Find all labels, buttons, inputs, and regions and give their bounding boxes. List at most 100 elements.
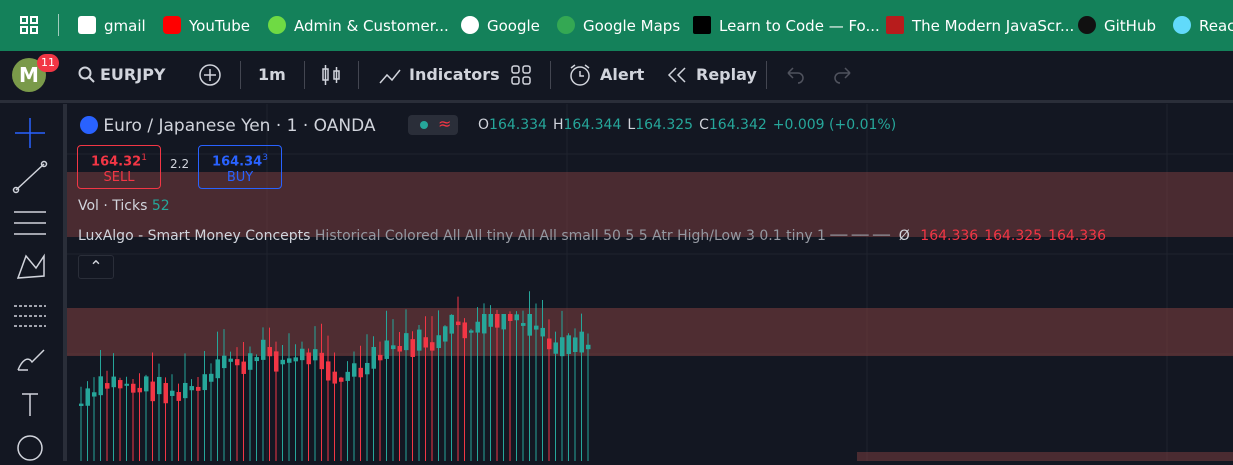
volume-label: Vol · Ticks <box>78 198 148 214</box>
bookmark[interactable]: Google <box>461 16 540 35</box>
layouts-icon[interactable] <box>510 64 532 86</box>
candle-body <box>183 382 188 399</box>
undo-redo[interactable] <box>784 65 854 85</box>
bookmark-label: Google <box>487 17 540 35</box>
bookmark-label: GitHub <box>1104 17 1156 35</box>
candle-body <box>196 386 201 391</box>
collapse-button[interactable]: ⌃ <box>78 255 114 279</box>
ohlc-label: C <box>699 117 709 133</box>
chart-canvas <box>67 104 1233 461</box>
candle-body <box>98 376 103 396</box>
candle-body <box>280 359 285 365</box>
candle-body <box>371 346 376 369</box>
candle-body <box>157 376 162 395</box>
candle-body <box>118 380 123 389</box>
bookmark[interactable]: React <box>1173 16 1233 35</box>
alert-icon <box>570 64 590 86</box>
market-status: ≈ <box>408 114 458 135</box>
candle-body <box>430 342 435 351</box>
alert-button[interactable]: Alert <box>600 65 645 84</box>
volume-legend: Vol · Ticks 52 <box>78 198 170 214</box>
buy-button[interactable]: 164.343 BUY <box>198 145 282 189</box>
candle-body <box>365 362 370 375</box>
bookmark[interactable]: Learn to Code — Fo... <box>693 16 880 35</box>
candle-body <box>241 361 246 374</box>
candle-body <box>222 355 227 369</box>
bookmarks-bar: gmail YouTube Admin & Customer... Google… <box>0 0 1233 51</box>
bookmark-label: YouTube <box>189 17 250 35</box>
symbol[interactable]: EURJPY <box>100 65 166 84</box>
bookmark[interactable]: The Modern JavaScr... <box>886 16 1074 35</box>
bookmark[interactable]: gmail <box>78 16 146 35</box>
candle-body <box>287 358 292 363</box>
candle-body <box>79 403 84 406</box>
bookmark[interactable]: Admin & Customer... <box>268 16 449 35</box>
ohlc-value: 164.342 <box>708 117 767 133</box>
candle-body <box>378 354 383 361</box>
ohlc-label: L <box>627 117 636 133</box>
ohlc-label: O <box>478 117 490 133</box>
candle-body <box>436 335 441 349</box>
sell-label: SELL <box>103 170 135 186</box>
candle-body <box>105 383 110 389</box>
bookmark[interactable]: Google Maps <box>557 16 680 35</box>
replay-button[interactable]: Replay <box>696 65 757 84</box>
candle-body <box>475 321 480 333</box>
candle-body <box>170 390 175 396</box>
toolbar: M 11 EURJPY 1m Indicators Alert Replay <box>0 51 1233 103</box>
candle-body <box>566 335 571 355</box>
candle-body <box>339 377 344 382</box>
candle-body <box>85 388 90 406</box>
candle-body <box>560 337 565 357</box>
candle-body <box>521 323 526 326</box>
buy-price-sup: 3 <box>262 153 268 163</box>
bookmark[interactable]: GitHub <box>1078 16 1156 35</box>
candle-body <box>306 352 311 365</box>
indicators-icon <box>379 69 401 84</box>
candle-body <box>176 392 181 401</box>
interval[interactable]: 1m <box>258 65 286 84</box>
candle-body <box>189 386 194 391</box>
sell-price: 164.32 <box>91 154 142 170</box>
candle-body <box>352 363 357 377</box>
add-symbol[interactable] <box>198 63 222 87</box>
candle-body <box>267 347 272 357</box>
chart-type-icon[interactable] <box>320 63 342 87</box>
candle-body <box>527 314 532 336</box>
bookmark-label: Admin & Customer... <box>294 17 449 35</box>
candle-body <box>332 371 337 384</box>
candle-body <box>547 338 552 350</box>
candle-body <box>261 339 266 360</box>
candle-body <box>235 359 240 366</box>
candle-body <box>131 383 136 393</box>
candle-body <box>111 376 116 388</box>
candle-body <box>248 353 253 370</box>
sell-button[interactable]: 164.321 SELL <box>77 145 161 189</box>
tool-icons[interactable] <box>0 104 63 461</box>
candle-body <box>300 348 305 361</box>
apps-icon <box>20 16 38 34</box>
badge: 11 <box>37 54 59 72</box>
candle-body <box>579 331 584 353</box>
indicators-button[interactable]: Indicators <box>409 65 500 84</box>
candle-body <box>495 314 500 328</box>
bookmark-label: React <box>1199 17 1233 35</box>
candle-body <box>202 374 207 391</box>
legend: Euro / Japanese Yen · 1 · OANDA <box>80 116 376 136</box>
indicator-legend: LuxAlgo - Smart Money Concepts Historica… <box>78 228 1106 244</box>
candle-body <box>469 330 474 333</box>
candle-body <box>410 339 415 357</box>
candle-body <box>488 314 493 327</box>
indicator-symbol: Ø <box>898 228 910 244</box>
candle-body <box>404 333 409 351</box>
candle-body <box>150 381 155 402</box>
indicator-name: LuxAlgo - Smart Money Concepts <box>78 228 311 244</box>
indicator-value: 164.336 <box>1048 228 1106 244</box>
indicator-params: Historical Colored All All tiny All All … <box>314 228 890 244</box>
buy-price: 164.34 <box>212 154 263 170</box>
flag-icon <box>80 116 98 134</box>
candle-body <box>144 376 149 392</box>
bookmark[interactable]: YouTube <box>163 16 250 35</box>
candle-body <box>358 367 363 378</box>
